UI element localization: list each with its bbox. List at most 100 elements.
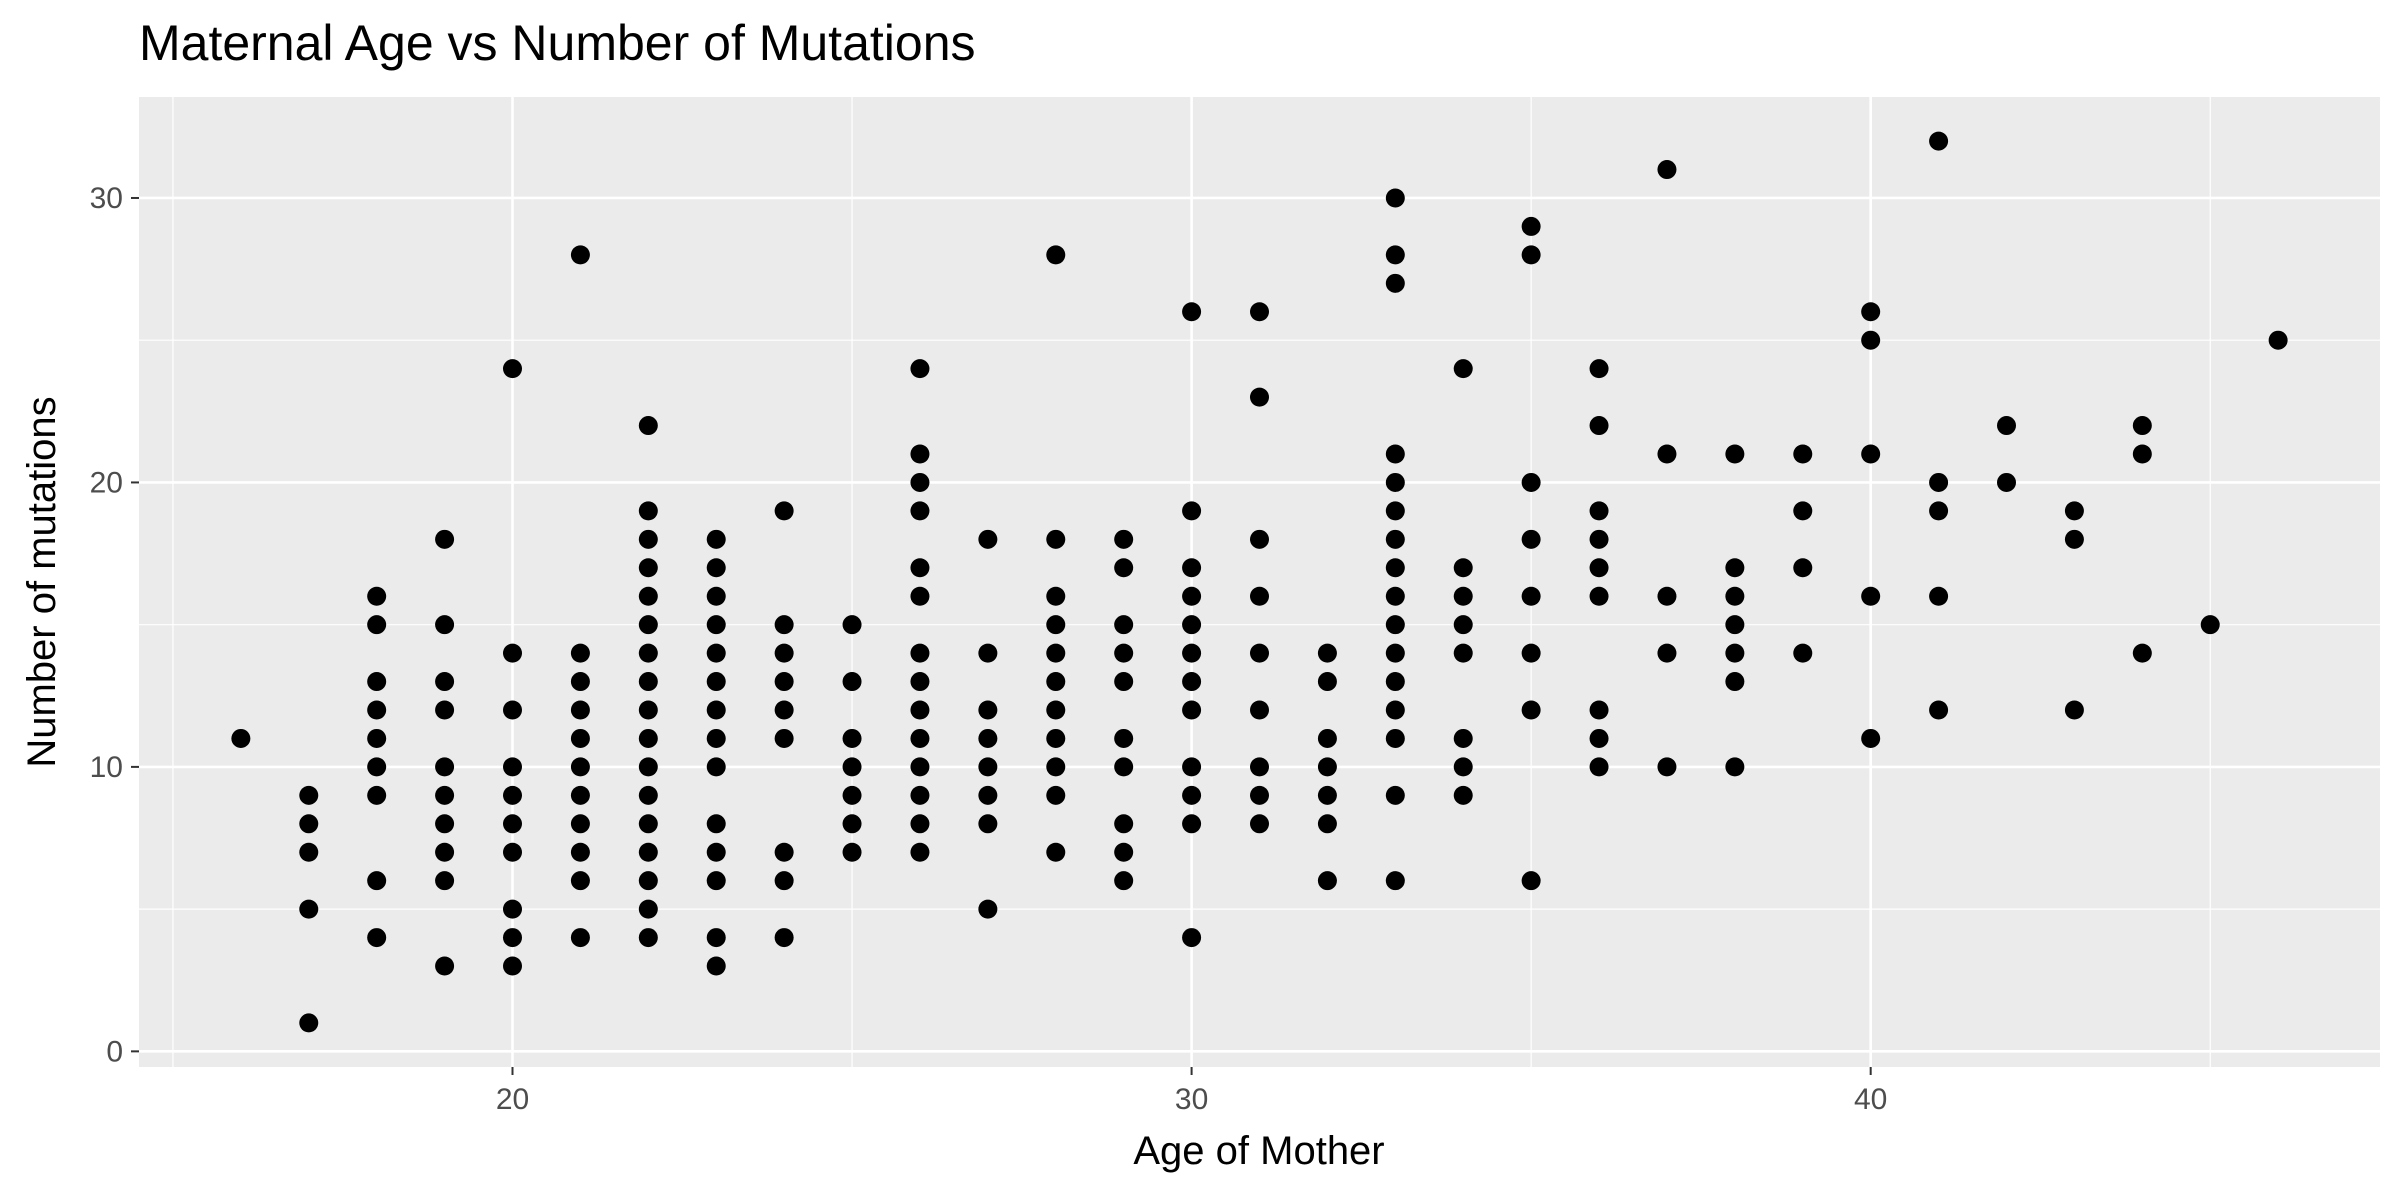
data-point: [774, 501, 794, 521]
data-point: [1114, 871, 1134, 891]
data-point: [774, 728, 794, 748]
data-point: [435, 814, 455, 834]
data-point: [2268, 330, 2288, 350]
data-point: [367, 672, 387, 692]
data-point: [1385, 273, 1405, 293]
x-axis: 20 30 40: [496, 1067, 1887, 1116]
data-point: [435, 785, 455, 805]
data-point: [1861, 330, 1881, 350]
data-point: [638, 842, 658, 862]
data-point: [1589, 416, 1609, 436]
data-point: [367, 700, 387, 720]
data-point: [1793, 501, 1813, 521]
data-point: [1453, 586, 1473, 606]
data-point: [435, 956, 455, 976]
data-point: [1929, 700, 1949, 720]
data-point: [1250, 387, 1269, 407]
data-point: [1589, 558, 1609, 578]
data-point: [910, 586, 930, 606]
data-point: [1657, 160, 1677, 180]
y-tick-label: 20: [90, 466, 123, 499]
data-point: [1521, 700, 1541, 720]
data-point: [1114, 643, 1134, 663]
data-point: [1114, 757, 1134, 777]
x-tick-label: 40: [1854, 1083, 1887, 1116]
data-point: [1521, 643, 1541, 663]
data-point: [1589, 529, 1609, 549]
data-point: [1385, 615, 1405, 635]
data-point: [1317, 814, 1337, 834]
data-point: [638, 814, 658, 834]
data-point: [1046, 529, 1066, 549]
data-point: [1250, 302, 1269, 322]
data-point: [978, 899, 998, 919]
data-point: [435, 615, 455, 635]
data-point: [570, 643, 590, 663]
data-point: [1385, 728, 1405, 748]
data-point: [1589, 359, 1609, 379]
data-point: [910, 558, 930, 578]
data-point: [570, 700, 590, 720]
data-point: [842, 757, 862, 777]
data-point: [435, 700, 455, 720]
data-point: [503, 359, 522, 379]
data-point: [1182, 672, 1202, 692]
data-point: [1861, 728, 1881, 748]
data-point: [1114, 615, 1134, 635]
data-point: [706, 558, 726, 578]
data-point: [978, 700, 998, 720]
data-point: [1317, 643, 1337, 663]
data-point: [1046, 757, 1066, 777]
data-point: [1182, 615, 1202, 635]
data-point: [1725, 672, 1745, 692]
data-point: [706, 956, 726, 976]
data-point: [842, 672, 862, 692]
data-point: [1182, 501, 1202, 521]
plot-panel: [139, 97, 2380, 1067]
data-point: [1453, 757, 1473, 777]
data-point: [774, 871, 794, 891]
data-point: [842, 842, 862, 862]
data-point: [706, 757, 726, 777]
data-point: [2064, 700, 2084, 720]
data-point: [910, 785, 930, 805]
data-point: [910, 359, 930, 379]
data-point: [1385, 245, 1405, 265]
data-point: [1725, 586, 1745, 606]
data-point: [706, 615, 726, 635]
data-point: [1657, 444, 1677, 464]
data-point: [1317, 672, 1337, 692]
data-point: [1725, 444, 1745, 464]
data-point: [774, 643, 794, 663]
data-point: [1317, 728, 1337, 748]
data-point: [774, 842, 794, 862]
data-point: [1793, 643, 1813, 663]
data-point: [1046, 785, 1066, 805]
y-tick-label: 30: [90, 182, 123, 215]
data-point: [1725, 643, 1745, 663]
data-point: [638, 529, 658, 549]
data-point: [774, 615, 794, 635]
y-axis-title: Number of mutations: [20, 396, 64, 767]
data-point: [978, 643, 998, 663]
data-point: [1929, 586, 1949, 606]
data-point: [1589, 728, 1609, 748]
data-point: [910, 472, 930, 492]
data-point: [1182, 814, 1202, 834]
data-point: [1250, 586, 1269, 606]
data-point: [638, 899, 658, 919]
data-point: [1589, 501, 1609, 521]
data-point: [910, 728, 930, 748]
data-point: [1453, 785, 1473, 805]
data-point: [1453, 615, 1473, 635]
data-point: [367, 928, 387, 948]
data-point: [1317, 871, 1337, 891]
data-point: [978, 529, 998, 549]
data-point: [638, 558, 658, 578]
data-point: [367, 586, 387, 606]
x-tick-label: 20: [496, 1083, 529, 1116]
data-point: [1929, 472, 1949, 492]
data-point: [638, 928, 658, 948]
data-point: [367, 871, 387, 891]
data-point: [1046, 672, 1066, 692]
